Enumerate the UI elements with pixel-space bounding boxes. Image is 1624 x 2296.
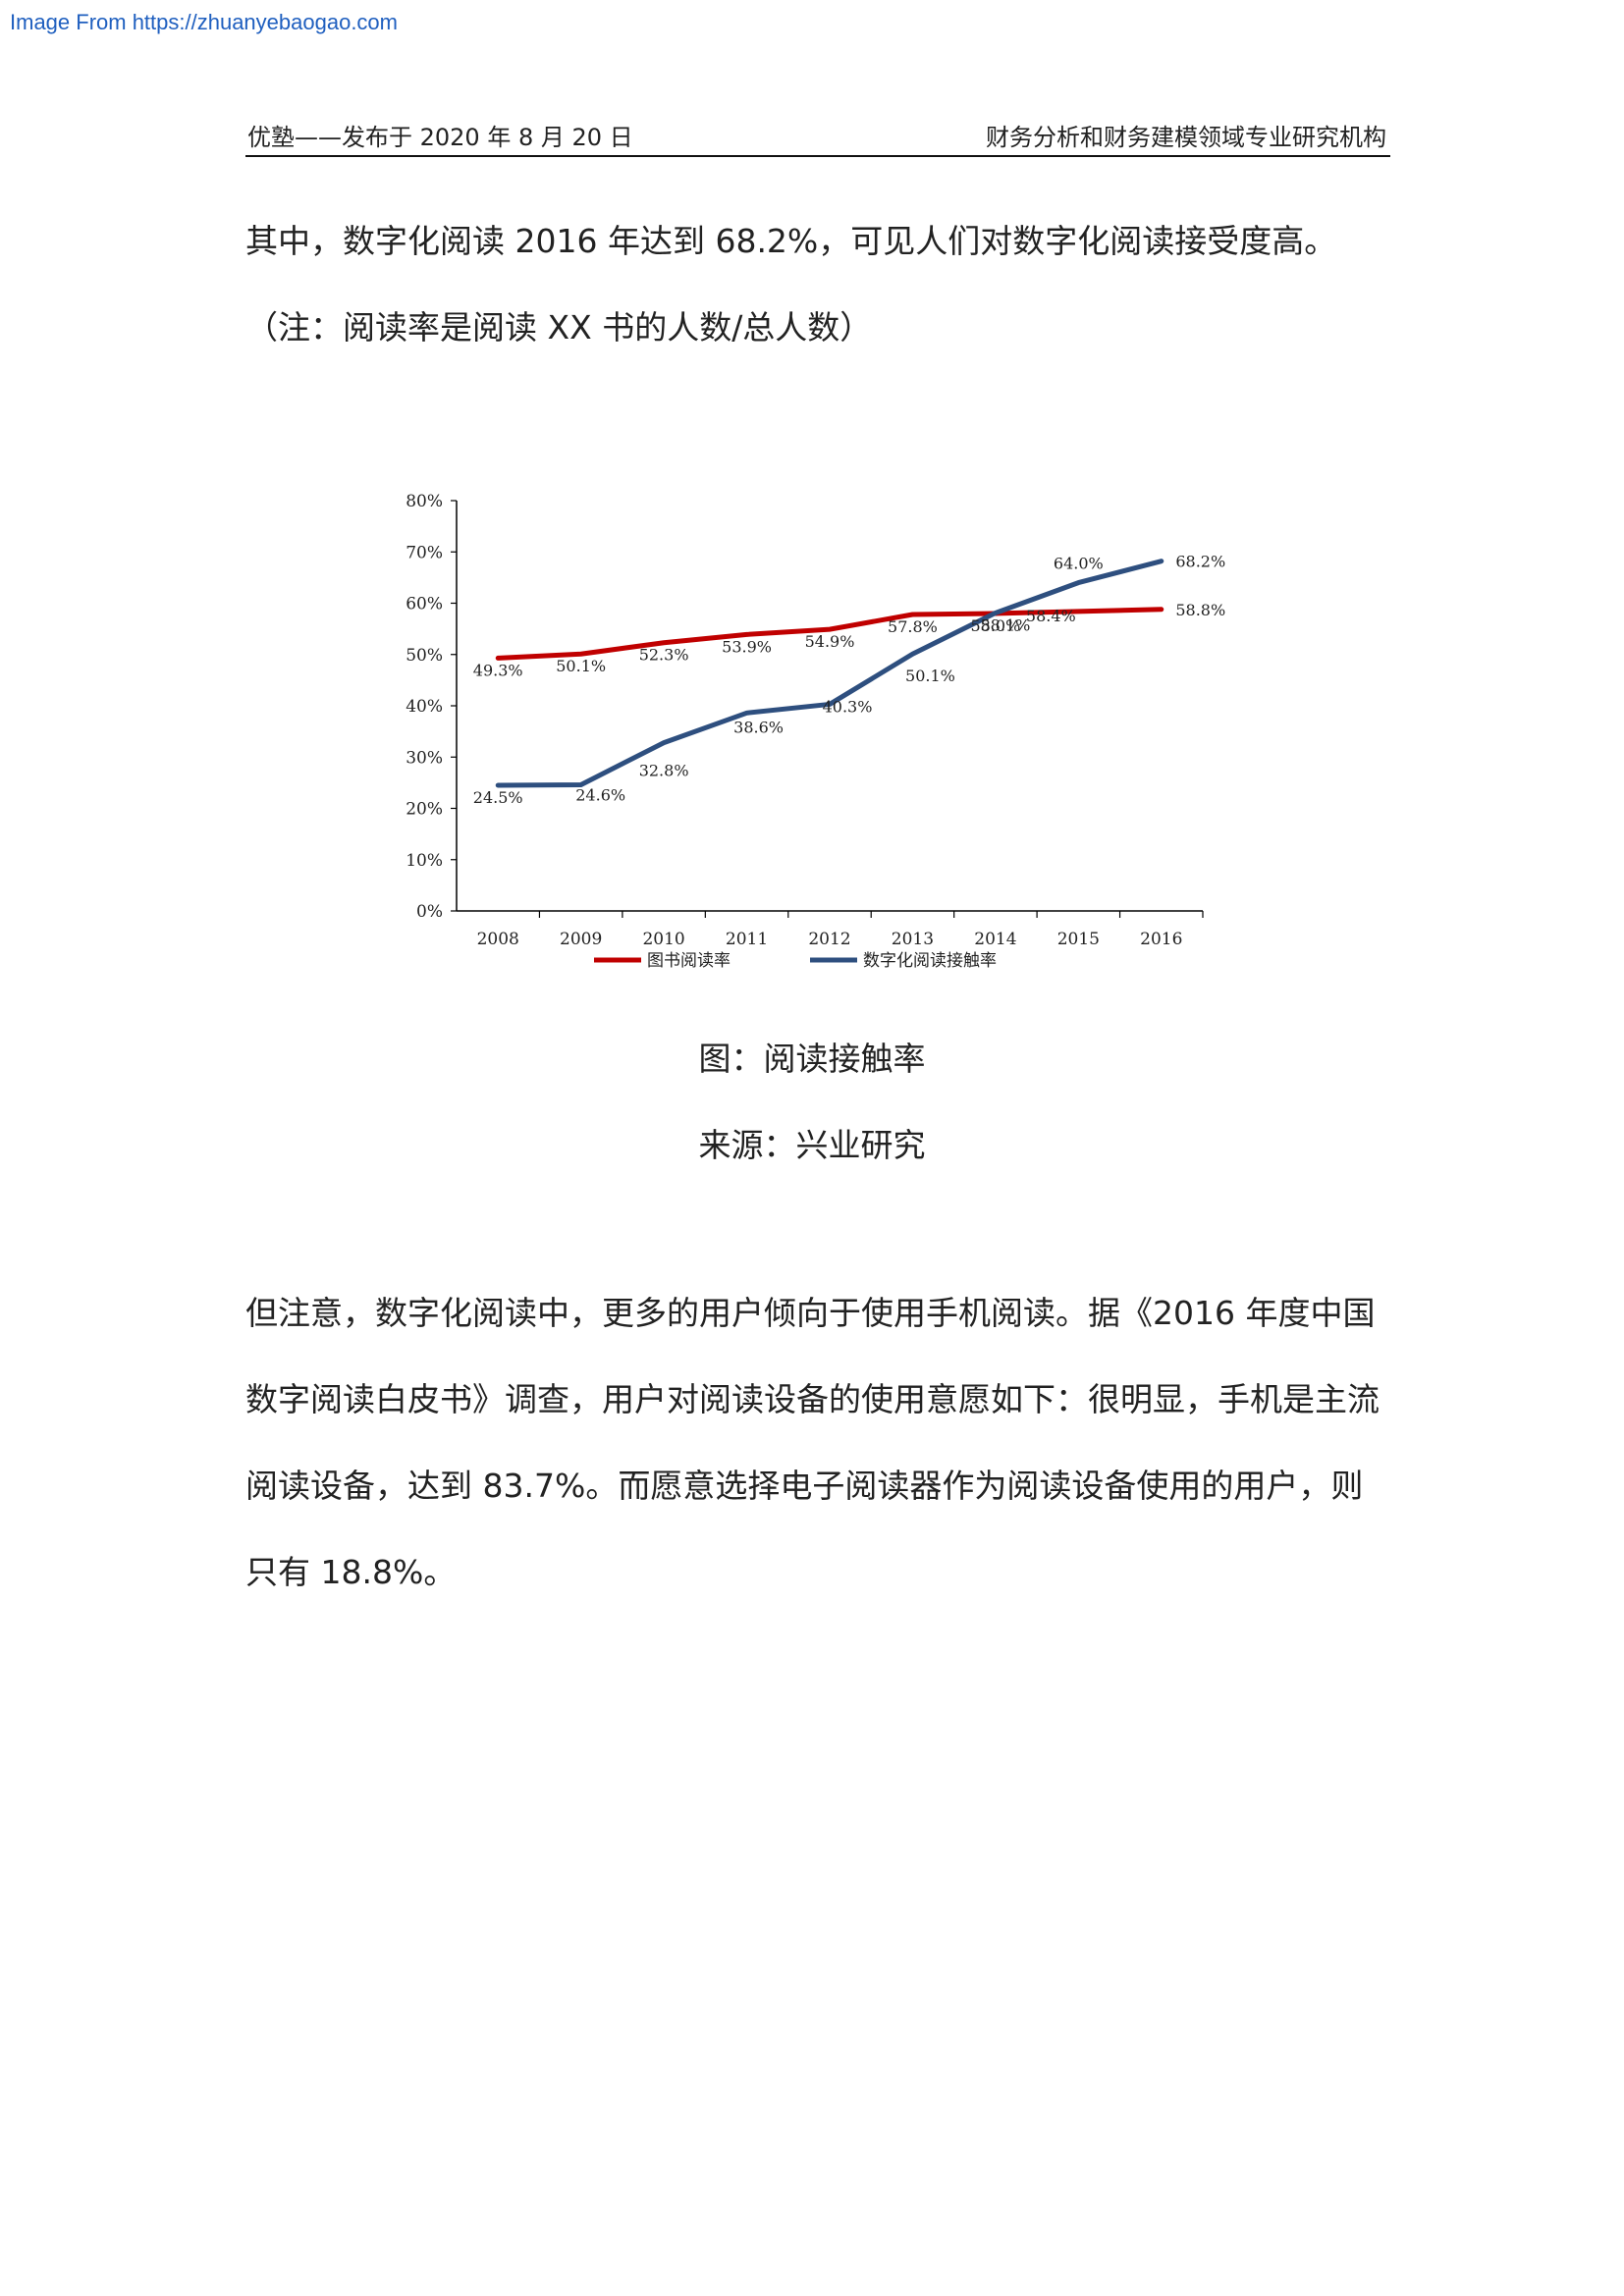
y-tick-label: 70% [406, 543, 443, 562]
intro-note: （注：阅读率是阅读 XX 书的人数/总人数） [245, 308, 873, 347]
legend-label: 图书阅读率 [647, 951, 731, 971]
header-publish-date: 优塾——发布于 2020 年 8 月 20 日 [247, 124, 633, 151]
figure-source: 来源：兴业研究 [698, 1126, 926, 1164]
x-tick-label: 2012 [808, 930, 850, 949]
data-label: 50.1% [905, 667, 955, 685]
data-label: 58.8% [1175, 601, 1225, 619]
data-label: 24.6% [575, 785, 625, 804]
data-label: 58.4% [1026, 607, 1076, 625]
x-tick-label: 2011 [726, 930, 768, 949]
source-watermark[interactable]: Image From https://zhuanyebaogao.com [10, 10, 398, 34]
data-label: 53.9% [722, 637, 772, 656]
data-label: 40.3% [823, 697, 873, 716]
figure-caption: 图：阅读接触率 [698, 1040, 926, 1078]
data-label: 50.1% [556, 657, 606, 675]
x-tick-label: 2016 [1140, 930, 1182, 949]
y-tick-label: 30% [406, 748, 443, 768]
data-label: 58.1% [980, 615, 1030, 634]
data-label: 57.8% [888, 617, 938, 636]
chart-legend: 图书阅读率 数字化阅读接触率 [594, 951, 997, 971]
series-line [495, 607, 1164, 661]
data-label: 64.0% [1054, 555, 1104, 573]
data-label: 52.3% [639, 646, 689, 665]
y-tick-label: 20% [406, 800, 443, 820]
legend-label: 数字化阅读接触率 [863, 951, 997, 971]
data-label: 54.9% [805, 632, 855, 651]
chart-data-labels: 49.3% 50.1% 52.3% 53.9% 54.9% 57.8% 58.0% 58.4%… [473, 553, 1225, 807]
data-label: 32.8% [639, 762, 689, 780]
data-label: 38.6% [733, 718, 784, 736]
data-label: 24.5% [473, 788, 523, 807]
data-label: 58.0% [970, 616, 1020, 635]
x-tick-label: 2008 [477, 930, 519, 949]
page-header: 优塾——发布于 2020 年 8 月 20 日 财务分析和财务建模领域专业研究机… [245, 116, 1390, 157]
data-label: 68.2% [1175, 553, 1225, 571]
header-organization: 财务分析和财务建模领域专业研究机构 [986, 124, 1386, 151]
y-tick-label: 80% [406, 492, 443, 511]
y-tick-label: 10% [406, 851, 443, 871]
y-tick-label: 50% [406, 646, 443, 666]
intro-paragraph: 其中，数字化阅读 2016 年达到 68.2%，可见人们对数字化阅读接受度高。 [245, 222, 1337, 260]
x-tick-label: 2009 [560, 930, 602, 949]
y-tick-label: 0% [416, 902, 443, 922]
body-paragraph: 但注意，数字化阅读中，更多的用户倾向于使用手机阅读。据《2016 年度中国数字阅… [245, 1294, 1380, 1591]
series-line [495, 559, 1164, 788]
chart-lines [495, 559, 1164, 788]
y-tick-label: 60% [406, 595, 443, 614]
x-tick-label: 2014 [974, 930, 1016, 949]
x-tick-label: 2013 [892, 930, 934, 949]
data-label: 49.3% [473, 661, 523, 679]
reading-rate-line-chart: 0% 10% 20% 30% 40% 50% 60% 70% 80% 2008 2009 2010 20… [406, 492, 1225, 971]
x-tick-label: 2010 [642, 930, 684, 949]
chart-axes: 0% 10% 20% 30% 40% 50% 60% 70% 80% 2008 2009 2010 20… [406, 492, 1204, 949]
x-tick-label: 2015 [1057, 930, 1100, 949]
y-tick-label: 40% [406, 697, 443, 717]
